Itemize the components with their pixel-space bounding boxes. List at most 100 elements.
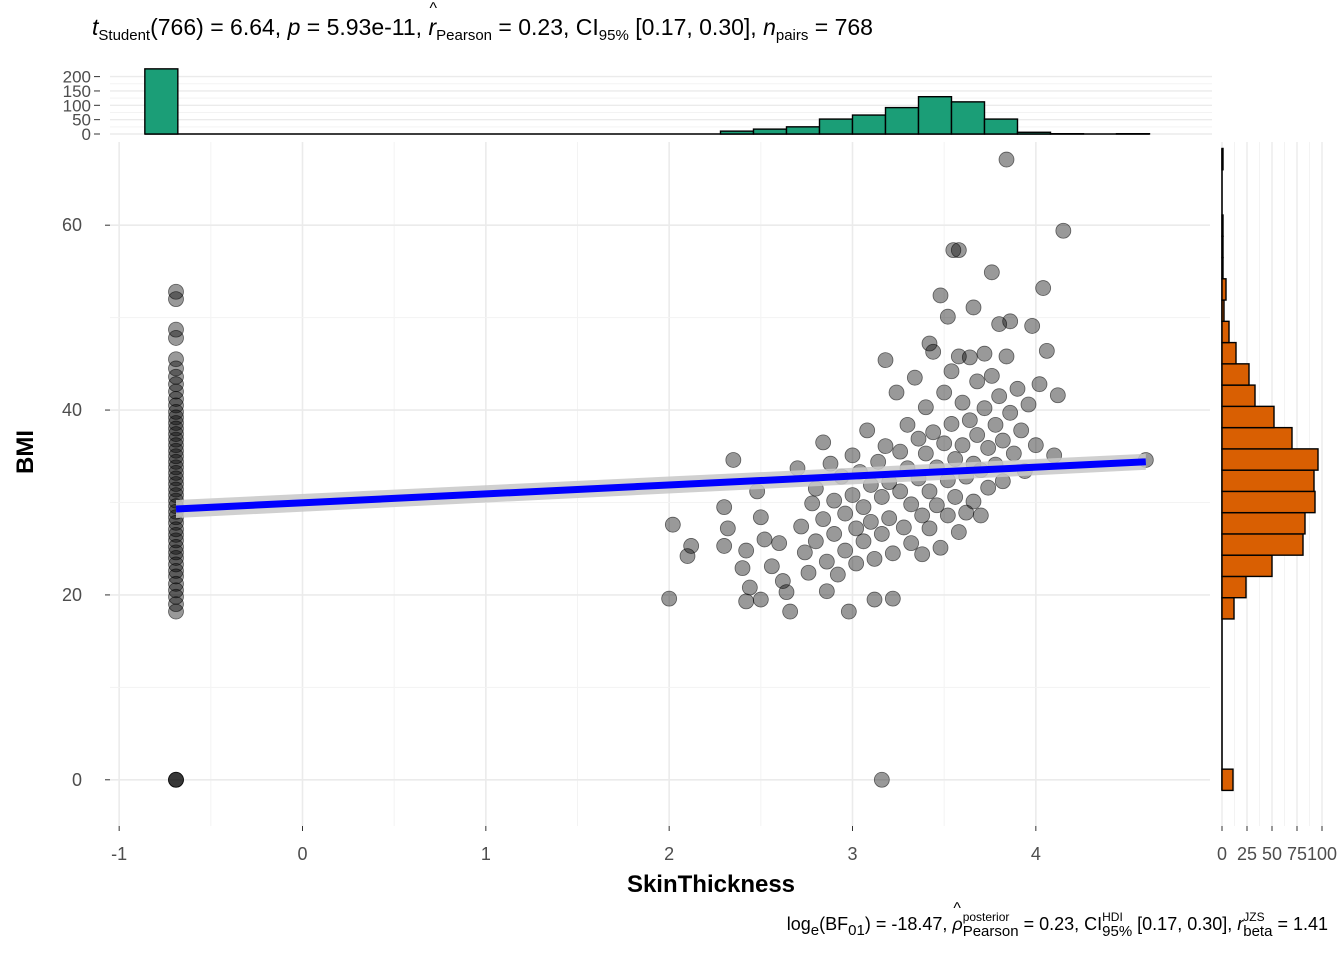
data-point [980,440,997,456]
data-point [826,492,843,509]
title-n-eq: = 768 [808,14,873,40]
data-point [661,590,678,607]
data-point [168,437,184,454]
y-tick-label: 60 [62,215,82,235]
data-point [1049,387,1066,404]
title-p-eq: = 5.93e-11, [300,14,429,40]
data-point [950,348,967,365]
data-point [976,400,993,417]
data-point [943,363,960,380]
data-point [947,489,964,505]
data-point [917,399,934,416]
right-hist-bar [1221,363,1250,386]
data-point [961,412,978,429]
caption-bf: (BF [819,914,849,934]
data-point [168,771,184,788]
title-n: n [763,14,776,40]
data-point [168,321,184,338]
data-point [903,535,920,552]
right-hist-tick-label: 25 [1237,844,1257,864]
data-point [168,453,184,470]
data-point [168,426,184,442]
data-point [881,510,898,527]
data-point [719,520,736,537]
data-point [716,499,733,516]
data-point [906,369,923,386]
data-point [815,434,832,451]
data-point [778,584,795,601]
right-hist-bar [1221,299,1225,323]
data-point [976,345,993,362]
data-point [800,564,817,581]
top-hist-bar [719,130,755,135]
data-point [1013,422,1030,439]
data-point [837,505,854,522]
data-point [168,582,184,599]
data-point [972,507,989,524]
right-hist-bar [1221,341,1237,365]
title-t: t [92,14,99,40]
right-hist-bar [1221,490,1316,514]
data-point [888,384,905,401]
data-point [741,579,758,596]
data-point [168,526,184,543]
data-point [884,545,901,562]
data-point [969,427,986,443]
data-point [1009,380,1026,397]
caption-r-sub: beta [1243,923,1273,940]
data-point [683,538,700,554]
data-point [980,479,997,496]
data-point [965,493,982,510]
caption-bf-eq: ) = -18.47, [864,914,953,934]
top-hist-tick-label: 150 [63,82,91,101]
caption-r: r [1237,914,1244,934]
data-point [921,483,938,500]
right-hist-bar [1221,469,1315,493]
data-point [168,283,184,300]
caption-hdi-val: [0.17, 0.30], [1132,914,1238,934]
data-point [815,511,832,528]
caption-hdi-sub: 95% [1102,923,1133,940]
data-point [168,330,184,346]
data-point [829,566,846,583]
data-point [837,542,854,559]
data-point [771,535,788,552]
data-point [892,443,909,460]
data-point [818,583,835,600]
data-point [945,242,962,259]
right-hist-bar [1221,448,1319,471]
data-point [818,553,835,570]
data-point [936,384,953,401]
data-point [991,388,1008,405]
data-point [168,351,184,368]
top-hist-bar [950,101,986,135]
data-point [1035,280,1052,296]
title-r: r [428,0,436,41]
data-point [168,588,184,605]
right-hist-tick-label: 75 [1287,844,1307,864]
data-point [866,550,883,567]
top-hist-bar [983,118,1019,135]
data-point [756,531,773,548]
top-hist-bar [785,126,821,135]
data-point [796,544,813,561]
data-point [168,481,184,498]
data-point [939,507,956,524]
data-point [899,416,916,433]
data-point [844,447,861,464]
top-hist-tick-label: 100 [63,96,91,115]
data-point [725,452,742,468]
data-point [793,518,810,535]
data-point [664,516,681,533]
data-point [168,465,184,481]
data-point [932,539,949,556]
data-point [1005,445,1022,462]
data-point [1020,396,1037,413]
data-point [782,603,799,620]
data-point [804,495,821,512]
data-point [994,432,1011,449]
data-point [752,509,769,526]
data-point [873,771,890,788]
y-tick-label: 20 [62,585,82,605]
x-tick-label: 0 [297,844,307,864]
